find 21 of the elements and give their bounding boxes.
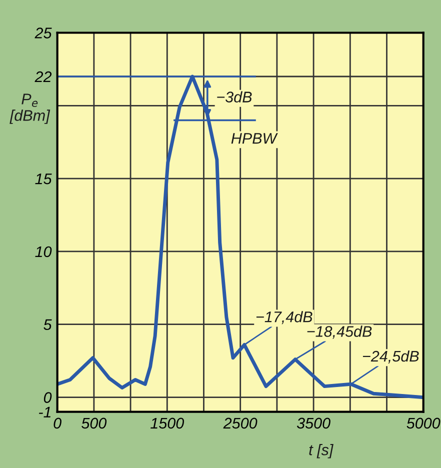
y-axis-title: P$_{e}$ [dBm] <box>10 94 50 124</box>
x-tick-label: 5000 <box>406 418 440 429</box>
x-axis-title: t [s] <box>309 444 334 458</box>
ref-line-label: HPBW <box>231 133 278 144</box>
x-tick-label: 500 <box>82 418 107 429</box>
y-tick-label: -1 <box>38 406 50 418</box>
annotation: −24,5dB <box>362 350 419 364</box>
x-tick-label: 3500 <box>296 418 330 429</box>
y-tick-label: 22 <box>34 71 52 82</box>
y-tick-label: 10 <box>35 246 52 258</box>
annotation: −17,4dB <box>256 311 312 324</box>
y-tick-label: 0 <box>44 392 52 403</box>
y-tick-label: 15 <box>35 174 52 184</box>
annotation: −18,45dB <box>307 326 372 339</box>
line-series <box>57 74 424 399</box>
y-tick-label: 5 <box>44 319 52 330</box>
x-tick-label: 0 <box>54 418 62 429</box>
y-tick-label: 25 <box>34 28 52 38</box>
annotation: −3dB <box>217 91 252 102</box>
x-tick-label: 1500 <box>150 418 184 429</box>
x-tick-label: 2500 <box>223 418 258 429</box>
